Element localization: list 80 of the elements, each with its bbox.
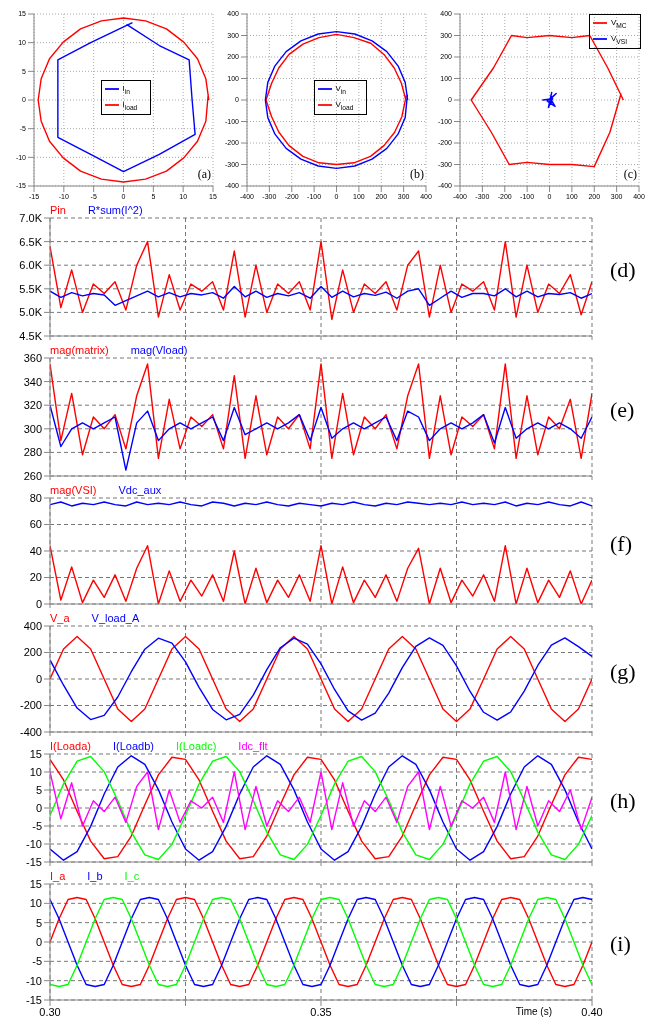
y-tick-label: 0 — [35, 935, 42, 948]
y-tick-label: 360 — [23, 351, 42, 364]
line-series — [50, 771, 592, 831]
y-tick-label: -5 — [32, 819, 42, 832]
text: mag(Vload) — [130, 343, 188, 358]
legend-label: V$_{MC}$ — [610, 18, 627, 29]
y-tick-label: 340 — [23, 375, 42, 388]
y-tick-label: 10 — [29, 897, 42, 910]
text: (g) — [610, 659, 636, 685]
y-tick-label: 15 — [29, 877, 42, 890]
y-tick-label: 200 — [23, 646, 42, 659]
text: (h) — [610, 788, 636, 814]
series-label: I(Loadb) — [112, 739, 154, 754]
x-tick-label: 0.35 — [310, 1005, 332, 1018]
text: (f) — [610, 531, 632, 557]
annotation: (c) — [623, 167, 637, 182]
x-axis-title: Time (s) — [515, 1006, 552, 1017]
annotation: (b) — [410, 167, 424, 182]
series-label: I_a — [50, 869, 66, 884]
y-tick-label: 0 — [35, 801, 42, 814]
y-tick-label: 300 — [23, 422, 42, 435]
legend-label: V$_{load}$ — [335, 99, 354, 111]
legend-label: I$_{in}$ — [122, 84, 130, 95]
line-series — [542, 91, 557, 109]
text: Pin — [50, 203, 66, 218]
legend-label: V$_{in}$ — [335, 84, 347, 95]
y-tick-label: 40 — [29, 544, 42, 557]
series-label: V_a — [50, 611, 70, 626]
y-tick-label: 10 — [29, 765, 42, 778]
x-tick-label: 0.30 — [39, 1005, 61, 1018]
y-tick-label: -200 — [19, 699, 42, 712]
text: R*sum(I^2) — [87, 203, 143, 218]
series-label: mag(matrix) — [50, 343, 109, 358]
line-series — [50, 363, 592, 459]
y-tick-label: 6.5K — [19, 235, 43, 248]
y-tick-label: 15 — [29, 747, 42, 760]
line-series — [50, 896, 592, 988]
line-series — [50, 285, 592, 307]
y-tick-label: -400 — [19, 725, 42, 738]
series-label: I(Loadc) — [175, 739, 217, 754]
y-tick-label: 5.5K — [19, 282, 43, 295]
text: I_b — [87, 869, 103, 884]
y-tick-label: 60 — [29, 518, 42, 531]
y-tick-label: 20 — [29, 571, 42, 584]
legend-label: V$_{VSI}$ — [610, 33, 627, 45]
annotation: (a) — [197, 167, 211, 182]
y-tick-label: 280 — [23, 446, 42, 459]
y-tick-label: 5.0K — [19, 306, 43, 319]
text: (e) — [610, 397, 635, 423]
y-tick-label: 6.0K — [19, 259, 43, 272]
line-series — [50, 240, 592, 321]
y-tick-label: 4.5K — [19, 329, 43, 342]
y-tick-label: 5 — [35, 783, 42, 796]
line-series — [50, 404, 592, 471]
y-tick-label: -10 — [26, 974, 42, 987]
text: (d) — [610, 257, 636, 283]
y-tick-label: 260 — [23, 469, 42, 482]
y-tick-label: -15 — [26, 993, 42, 1006]
y-tick-label: -10 — [26, 837, 42, 850]
x-tick-label: 0.40 — [581, 1005, 603, 1018]
y-tick-label: 320 — [23, 399, 42, 412]
text: mag(VSI) — [50, 483, 97, 498]
text: (i) — [610, 931, 631, 957]
y-tick-label: -5 — [32, 955, 42, 968]
line-series — [57, 21, 196, 173]
series-label: I_c — [124, 869, 140, 884]
series-label: Vdc_aux — [118, 483, 162, 498]
y-tick-label: 80 — [29, 491, 42, 504]
legend-label: I$_{load}$ — [122, 99, 138, 111]
series-label: Idc_flt — [238, 739, 268, 754]
line-series — [37, 17, 210, 183]
text: V_load_A — [91, 611, 140, 626]
y-tick-label: 0 — [35, 597, 42, 610]
line-series — [470, 34, 625, 168]
y-tick-label: 7.0K — [19, 211, 43, 224]
y-tick-label: 400 — [23, 619, 42, 632]
y-tick-label: -15 — [26, 855, 42, 868]
series-label: I(Loada) — [50, 739, 91, 754]
y-tick-label: 5 — [35, 916, 42, 929]
y-tick-label: 0 — [35, 672, 42, 685]
